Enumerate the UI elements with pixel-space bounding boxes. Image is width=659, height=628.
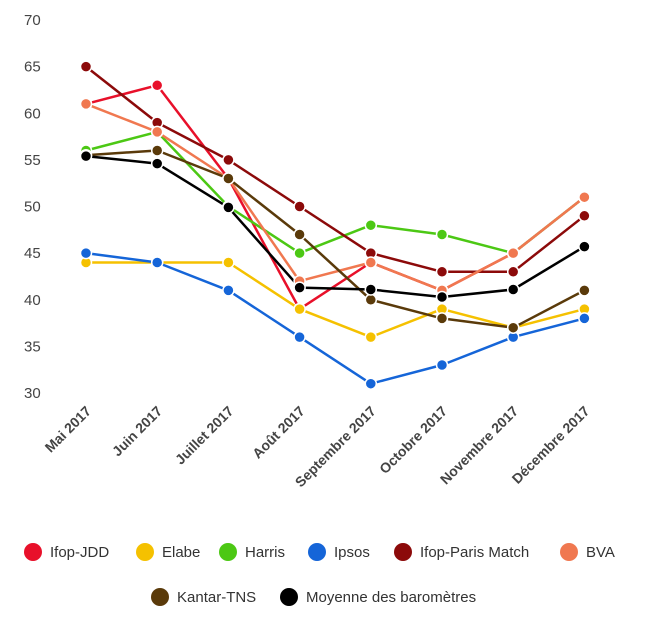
legend-label: Ipsos [334, 544, 370, 561]
data-point[interactable] [293, 302, 306, 316]
data-point[interactable] [364, 256, 378, 269]
legend-label: Ifop-JDD [50, 544, 109, 561]
legend-item[interactable]: Ifop-Paris Match [394, 543, 529, 561]
data-point[interactable] [222, 153, 235, 167]
legend-label: Elabe [162, 544, 200, 561]
y-tick-label: 60 [24, 105, 41, 122]
data-point[interactable] [222, 201, 235, 214]
data-point[interactable] [293, 228, 306, 241]
legend-item[interactable]: Harris [219, 543, 285, 561]
x-tick-label: Juillet 2017 [172, 403, 237, 468]
y-tick-label: 45 [24, 245, 41, 262]
legend-item[interactable]: BVA [560, 543, 615, 561]
data-points [79, 60, 591, 390]
data-point[interactable] [222, 172, 235, 185]
legend-swatch [308, 543, 326, 561]
y-tick-label: 65 [24, 59, 41, 76]
series-lines [84, 65, 586, 385]
data-point[interactable] [506, 283, 520, 296]
series-line-7 [84, 154, 586, 299]
data-point[interactable] [79, 97, 93, 111]
data-point[interactable] [435, 290, 449, 304]
series-line-5 [84, 102, 586, 292]
legend-label: BVA [586, 544, 615, 561]
data-point[interactable] [150, 125, 164, 139]
legend-item[interactable]: Ipsos [308, 543, 370, 561]
y-tick-label: 35 [24, 338, 41, 355]
series-line-6 [84, 149, 586, 329]
legend-swatch [151, 588, 169, 606]
legend-swatch [280, 588, 298, 606]
data-point[interactable] [506, 265, 520, 279]
data-point[interactable] [578, 190, 591, 204]
data-point[interactable] [222, 256, 235, 269]
data-point[interactable] [293, 246, 306, 260]
data-point[interactable] [506, 246, 520, 260]
legend-label: Harris [245, 544, 285, 561]
series-line-3 [84, 251, 586, 385]
data-point[interactable] [293, 200, 306, 213]
data-point[interactable] [364, 283, 378, 296]
data-point[interactable] [364, 218, 378, 232]
data-point[interactable] [150, 157, 164, 170]
data-point[interactable] [293, 281, 306, 294]
y-tick-label: 55 [24, 152, 41, 169]
data-point[interactable] [578, 209, 591, 223]
data-point[interactable] [79, 246, 93, 260]
legend-label: Ifop-Paris Match [420, 544, 529, 561]
legend-item[interactable]: Kantar-TNS [151, 588, 256, 606]
x-tick-label: Octobre 2017 [376, 403, 450, 477]
data-point[interactable] [150, 79, 164, 92]
legend-item[interactable]: Ifop-JDD [24, 543, 109, 561]
legend-swatch [560, 543, 578, 561]
series-line-4 [84, 65, 586, 274]
x-tick-label: Août 2017 [249, 403, 308, 462]
data-point[interactable] [364, 330, 378, 344]
y-tick-label: 70 [24, 12, 41, 29]
y-tick-label: 50 [24, 199, 41, 216]
data-point[interactable] [79, 60, 93, 73]
x-tick-label: Juin 2017 [109, 403, 166, 460]
data-point[interactable] [578, 240, 591, 253]
data-point[interactable] [222, 284, 235, 297]
legend-label: Moyenne des baromètres [306, 589, 476, 606]
x-axis: Mai 2017 Juin 2017 Juillet 2017 Août 2017Se… [42, 403, 593, 490]
data-point[interactable] [435, 265, 449, 279]
legend-item[interactable]: Moyenne des baromètres [280, 588, 476, 606]
data-point[interactable] [506, 321, 520, 334]
legend-swatch [24, 543, 42, 561]
legend-item[interactable]: Elabe [136, 543, 200, 561]
legend-swatch [394, 543, 412, 561]
x-tick-label: Décembre 2017 [509, 403, 593, 487]
data-point[interactable] [578, 312, 591, 325]
data-point[interactable] [364, 377, 378, 390]
y-tick-label: 30 [24, 385, 41, 402]
data-point[interactable] [293, 330, 306, 344]
legend-swatch [136, 543, 154, 561]
data-point[interactable] [435, 312, 449, 325]
legend-label: Kantar-TNS [177, 589, 256, 606]
y-tick-label: 40 [24, 292, 41, 309]
y-axis: 30 35 40 45 50 55 60 65 70 [24, 12, 41, 402]
series-line-1 [84, 261, 586, 339]
data-point[interactable] [578, 284, 591, 297]
legend-swatch [219, 543, 237, 561]
data-point[interactable] [150, 144, 164, 157]
series-line-2 [84, 130, 586, 255]
legend: Ifop-JDD Elabe Harris Ipsos Ifop-Paris Match… [24, 543, 615, 606]
data-point[interactable] [435, 228, 449, 241]
data-point[interactable] [364, 293, 378, 307]
x-tick-label: Mai 2017 [42, 403, 95, 456]
data-point[interactable] [79, 149, 93, 163]
data-point[interactable] [150, 256, 164, 269]
data-point[interactable] [435, 358, 449, 372]
